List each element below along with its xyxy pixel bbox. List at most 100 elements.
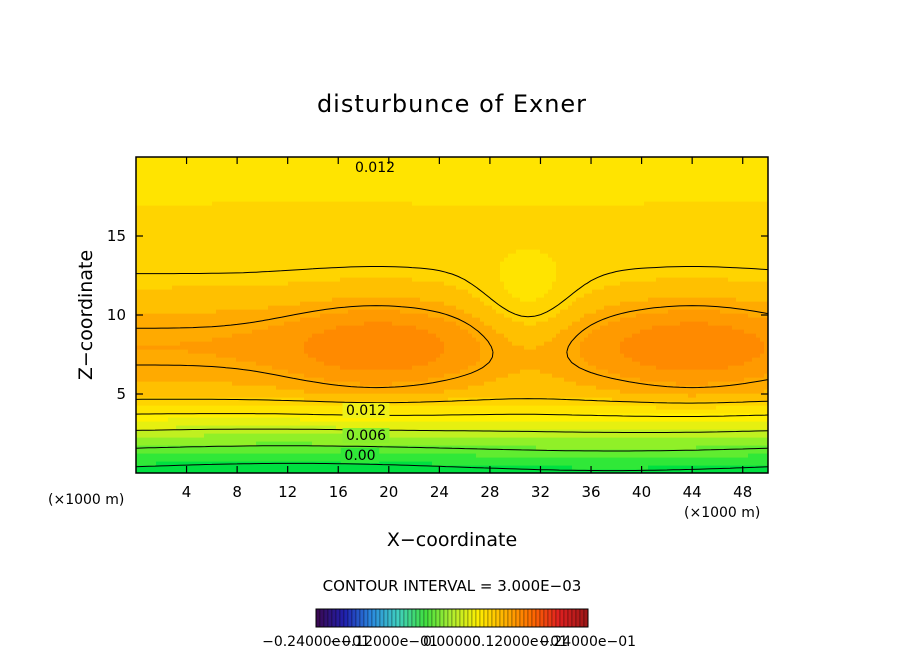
field-cell: [240, 437, 245, 442]
field-cell: [324, 337, 329, 342]
field-cell: [228, 421, 233, 426]
field-cell: [224, 217, 229, 222]
field-cell: [324, 217, 329, 222]
field-cell: [312, 229, 317, 234]
field-cell: [152, 381, 157, 386]
field-cell: [244, 237, 249, 242]
field-cell: [212, 185, 217, 190]
field-cell: [176, 357, 181, 362]
field-cell: [204, 453, 209, 458]
field-cell: [196, 457, 201, 462]
field-cell: [276, 405, 281, 410]
field-cell: [152, 237, 157, 242]
field-cell: [200, 225, 205, 230]
field-cell: [228, 377, 233, 382]
field-cell: [328, 201, 333, 206]
field-cell: [356, 461, 361, 466]
field-cell: [172, 253, 177, 258]
field-cell: [332, 217, 337, 222]
field-cell: [232, 273, 237, 278]
field-cell: [288, 437, 293, 442]
field-cell: [384, 253, 389, 258]
field-cell: [224, 425, 229, 430]
field-cell: [276, 465, 281, 470]
field-cell: [152, 217, 157, 222]
field-cell: [204, 437, 209, 442]
field-cell: [184, 377, 189, 382]
field-cell: [232, 405, 237, 410]
field-cell: [164, 269, 169, 274]
field-cell: [300, 313, 305, 318]
field-cell: [148, 161, 153, 166]
field-cell: [252, 161, 257, 166]
field-cell: [292, 425, 297, 430]
field-cell: [148, 197, 153, 202]
field-cell: [184, 329, 189, 334]
field-cell: [376, 269, 381, 274]
field-cell: [144, 225, 149, 230]
field-cell: [188, 241, 193, 246]
field-cell: [176, 177, 181, 182]
field-cell: [252, 257, 257, 262]
field-cell: [372, 277, 377, 282]
field-cell: [228, 189, 233, 194]
field-cell: [252, 273, 257, 278]
field-cell: [376, 333, 381, 338]
field-cell: [176, 273, 181, 278]
field-cell: [184, 349, 189, 354]
field-cell: [284, 277, 289, 282]
field-cell: [180, 457, 185, 462]
field-cell: [240, 169, 245, 174]
field-cell: [272, 289, 277, 294]
field-cell: [316, 453, 321, 458]
field-cell: [356, 309, 361, 314]
field-cell: [260, 221, 265, 226]
field-cell: [344, 209, 349, 214]
field-cell: [248, 169, 253, 174]
field-cell: [216, 353, 221, 358]
field-cell: [320, 217, 325, 222]
field-cell: [344, 261, 349, 266]
field-cell: [192, 413, 197, 418]
field-cell: [224, 209, 229, 214]
field-cell: [300, 193, 305, 198]
field-cell: [328, 329, 333, 334]
field-cell: [220, 309, 225, 314]
field-cell: [188, 429, 193, 434]
field-cell: [244, 369, 249, 374]
field-cell: [252, 249, 257, 254]
field-cell: [296, 281, 301, 286]
field-cell: [200, 457, 205, 462]
field-cell: [256, 321, 261, 326]
field-cell: [280, 441, 285, 446]
field-cell: [156, 401, 161, 406]
field-cell: [296, 277, 301, 282]
field-cell: [156, 169, 161, 174]
field-cell: [164, 177, 169, 182]
field-cell: [192, 457, 197, 462]
field-cell: [348, 345, 353, 350]
field-cell: [232, 437, 237, 442]
field-cell: [240, 269, 245, 274]
field-cell: [320, 369, 325, 374]
field-cell: [140, 449, 145, 454]
field-cell: [280, 353, 285, 358]
field-cell: [284, 257, 289, 262]
field-cell: [236, 457, 241, 462]
field-cell: [176, 197, 181, 202]
field-cell: [384, 425, 389, 430]
field-cell: [324, 369, 329, 374]
field-cell: [280, 277, 285, 282]
field-cell: [344, 189, 349, 194]
field-cell: [332, 393, 337, 398]
field-cell: [228, 237, 233, 242]
field-cell: [208, 445, 213, 450]
field-cell: [368, 381, 373, 386]
field-cell: [144, 173, 149, 178]
field-cell: [284, 269, 289, 274]
field-cell: [144, 193, 149, 198]
field-cell: [232, 197, 237, 202]
field-cell: [248, 349, 253, 354]
field-cell: [232, 369, 237, 374]
field-cell: [276, 321, 281, 326]
